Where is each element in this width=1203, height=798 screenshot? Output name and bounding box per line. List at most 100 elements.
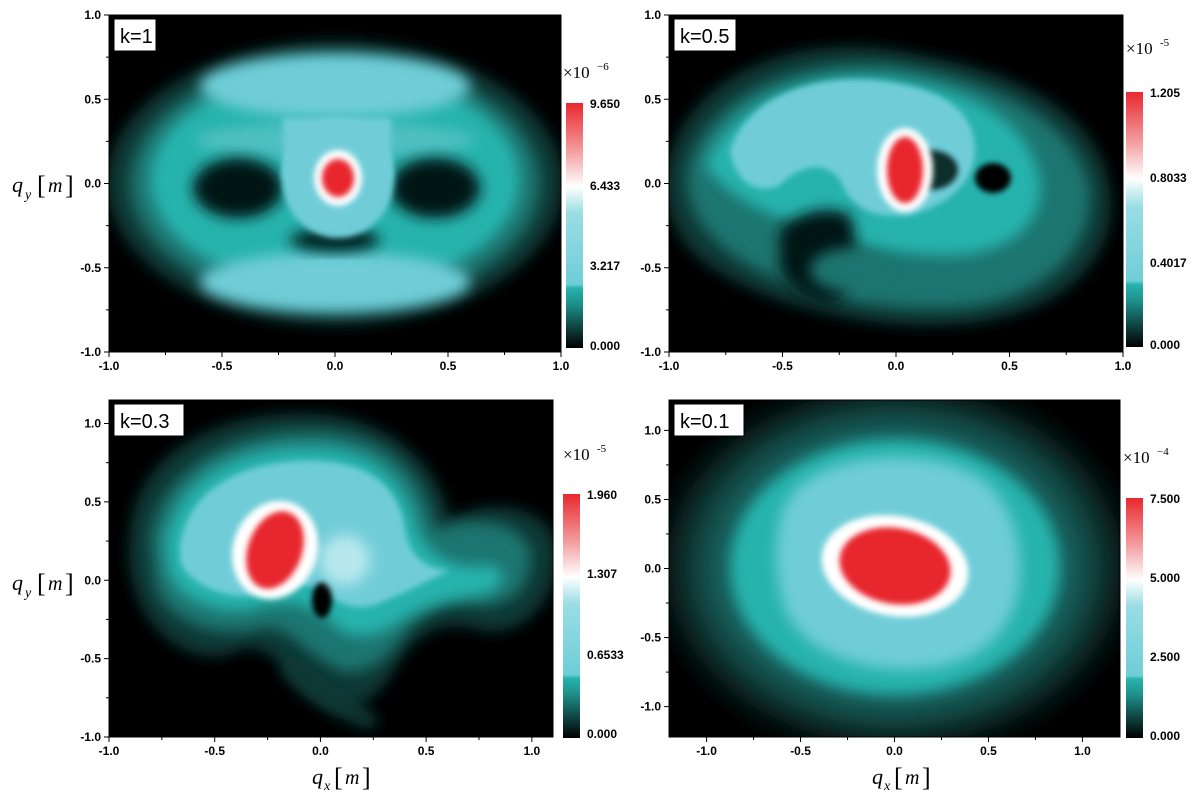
xtick-label: 0.0 [886, 744, 903, 758]
ytick-label: 0.5 [84, 92, 101, 106]
xtick-label: 0.5 [980, 744, 997, 758]
ytick-label: 0.0 [644, 562, 661, 576]
colorbar-multiplier-k03: ×10 [563, 445, 590, 464]
panel-label-k03: k=0.3 [120, 411, 169, 433]
ytick-label: -0.5 [640, 631, 661, 645]
ytick-label: 0.0 [84, 177, 101, 191]
ytick-label: 0.0 [84, 573, 101, 587]
ylabel-bottom-bracket-close: ] [65, 569, 74, 598]
ytick-label: 0.0 [644, 177, 661, 191]
ylabel-bottom-sub: y [23, 586, 32, 601]
xtick-label: -1.0 [696, 744, 717, 758]
ylabel-bottom-q: q [12, 570, 23, 595]
colorbar-label-k01-2: 2.500 [1150, 650, 1180, 664]
colorbar-label-k03-3: 0.000 [587, 727, 617, 741]
ytick-label: 1.0 [644, 8, 661, 22]
colorbar-multiplier-k01: ×10 [1123, 448, 1150, 467]
ytick-label: 1.0 [644, 423, 661, 437]
heatmap-k03 [128, 413, 553, 730]
colorbar-label-k1-1: 6.433 [590, 179, 620, 193]
ytick-label: -0.5 [640, 261, 661, 275]
colorbar-multiplier-k1: ×10 [563, 63, 590, 82]
panel-k1: k=1 -1.0 -0.5 0.0 0.5 1.0 -1.0 -0.5 0.0 0.5 1.0 ×… [80, 8, 620, 373]
colorbar-label-k1-2: 3.217 [590, 259, 620, 273]
panel-k05: k=0.5 -1.0 -0.5 0.0 0.5 1.0 -1.0 -0.5 0.0 0.5 1.0… [640, 8, 1187, 373]
xtick-label: 0.5 [440, 359, 457, 373]
colorbar-gradient-k05 [1126, 92, 1143, 347]
colorbar-k1: ×10 −6 9.650 6.433 3.217 0.000 [563, 61, 620, 353]
xtick-label: -0.5 [212, 359, 233, 373]
xtick-label: -0.5 [204, 744, 225, 758]
colorbar-k01: ×10 −4 7.500 5.000 2.500 0.000 [1123, 446, 1180, 743]
ylabel-top-sub: y [23, 188, 32, 203]
xlabel-left-sub: x [323, 779, 331, 794]
ylabel-top: q y [ m ] [12, 171, 74, 203]
ytick-label: -1.0 [640, 700, 661, 714]
panel-label-k1: k=1 [120, 26, 153, 48]
colorbar-label-k05-2: 0.4017 [1150, 256, 1187, 270]
xtick-label: -1.0 [99, 744, 120, 758]
ytick-label: 1.0 [84, 417, 101, 431]
xlabel-right-bracket-close: ] [922, 763, 931, 792]
panel-label-k05: k=0.5 [680, 26, 729, 48]
kbox-k03: k=0.3 [113, 403, 185, 437]
panel-k01: k=0.1 -1.0 -0.5 0.0 0.5 1.0 -1.0 -0.5 0.0 0.5 1.0… [640, 399, 1180, 758]
ticks-k03: -1.0 -0.5 0.0 0.5 1.0 -1.0 -0.5 0.0 0.5 1.0 [80, 417, 540, 758]
kbox-k1: k=1 [113, 18, 157, 52]
colorbar-label-k01-3: 0.000 [1150, 729, 1180, 743]
xtick-label: 0.0 [312, 744, 329, 758]
kbox-k01: k=0.1 [673, 403, 745, 437]
colorbar-exponent-k03: -5 [597, 443, 607, 455]
colorbar-label-k1-3: 0.000 [590, 339, 620, 353]
colorbar-gradient-k01 [1126, 498, 1143, 738]
ylabel-bottom: q y [ m ] [12, 569, 74, 601]
xtick-label: 1.0 [553, 359, 570, 373]
xlabel-left-q: q [312, 764, 323, 789]
colorbar-k05: ×10 -5 1.205 0.8033 0.4017 0.000 [1126, 37, 1187, 352]
ylabel-bottom-bracket-open: [ [37, 569, 46, 598]
ylabel-top-bracket-close: ] [65, 171, 74, 200]
ylabel-bottom-unit: m [48, 573, 62, 595]
colorbar-label-k01-1: 5.000 [1150, 571, 1180, 585]
ytick-label: -1.0 [640, 345, 661, 359]
xtick-label: 0.0 [327, 359, 344, 373]
xtick-label: -1.0 [659, 359, 680, 373]
xtick-label: 1.0 [1115, 359, 1132, 373]
ytick-label: 0.5 [644, 92, 661, 106]
heatmap-k01 [669, 400, 1120, 737]
xtick-label: 1.0 [524, 744, 541, 758]
xtick-label: 0.5 [1001, 359, 1018, 373]
xlabel-right-q: q [872, 764, 883, 789]
ytick-label: 1.0 [84, 8, 101, 22]
ylabel-top-q: q [12, 172, 23, 197]
colorbar-exponent-k05: -5 [1160, 37, 1170, 49]
xlabel-left: q x [ m ] [312, 763, 371, 794]
xlabel-right-bracket-open: [ [894, 763, 903, 792]
ytick-label: 0.5 [84, 495, 101, 509]
xtick-label: -0.5 [790, 744, 811, 758]
ticks-k05: -1.0 -0.5 0.0 0.5 1.0 -1.0 -0.5 0.0 0.5 1.0 [640, 8, 1131, 373]
xlabel-right-sub: x [883, 779, 891, 794]
xtick-label: 1.0 [1074, 744, 1091, 758]
xtick-label: -0.5 [772, 359, 793, 373]
ytick-label: -0.5 [80, 652, 101, 666]
colorbar-gradient-k03 [563, 494, 580, 738]
xtick-label: 0.0 [888, 359, 905, 373]
colorbar-k03: ×10 -5 1.960 1.307 0.6533 0.000 [563, 443, 624, 741]
xlabel-left-unit: m [345, 767, 359, 789]
colorbar-label-k03-2: 0.6533 [587, 648, 624, 662]
colorbar-label-k05-3: 0.000 [1150, 338, 1180, 352]
ylabel-top-bracket-open: [ [37, 171, 46, 200]
xlabel-right-unit: m [905, 767, 919, 789]
xtick-label: -1.0 [99, 359, 120, 373]
xlabel-right: q x [ m ] [872, 763, 931, 794]
ticks-k01: -1.0 -0.5 0.0 0.5 1.0 -1.0 -0.5 0.0 0.5 1.0 [640, 423, 1091, 758]
ylabel-top-unit: m [48, 175, 62, 197]
kbox-k05: k=0.5 [673, 18, 737, 52]
panel-label-k01: k=0.1 [680, 411, 729, 433]
colorbar-multiplier-k05: ×10 [1126, 39, 1153, 58]
colorbar-label-k03-0: 1.960 [587, 488, 617, 502]
heatmap-k05 [669, 46, 1112, 326]
colorbar-label-k1-0: 9.650 [590, 97, 620, 111]
